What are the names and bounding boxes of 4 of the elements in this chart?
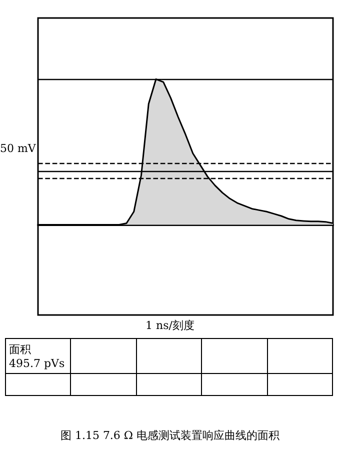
readout-table: 面积 495.7 pVs — [5, 338, 333, 396]
text: 1 ns/刻度 — [144, 318, 196, 333]
caption: 图 1.15 7.6 Ω 电感测试装置响应曲线的面积 — [59, 428, 281, 443]
text: 50 mV — [0, 142, 36, 155]
